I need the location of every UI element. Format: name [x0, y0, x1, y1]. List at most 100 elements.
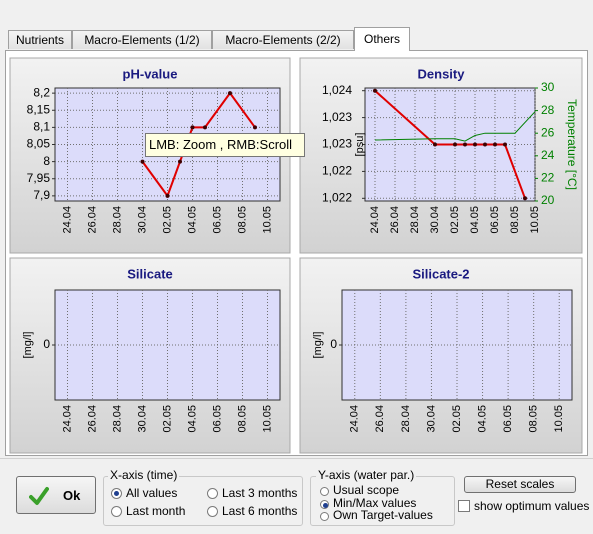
radio-option[interactable]: Last 3 months — [207, 486, 302, 500]
chart-title: pH-value — [123, 66, 178, 81]
radio-button — [320, 512, 329, 521]
x-tick-label: 04.05 — [186, 206, 198, 234]
y-tick-label: 8,15 — [27, 102, 51, 116]
x-tick-label: 28.04 — [111, 206, 123, 234]
reset-scales-button[interactable]: Reset scales — [464, 476, 576, 493]
separator — [0, 458, 593, 459]
x-axis-group-title: X-axis (time) — [108, 468, 180, 482]
y-tick-label: 1,024 — [322, 83, 352, 97]
y-tick-label: 1,022 — [322, 164, 352, 178]
data-point — [253, 125, 257, 130]
radio-label: Last 6 months — [222, 504, 298, 518]
y-tick-label: 7,9 — [33, 188, 50, 202]
tab[interactable]: Others — [354, 27, 410, 51]
y-axis-label: [psu] — [354, 133, 366, 157]
x-axis-group — [103, 476, 303, 526]
x-tick-label: 04.05 — [469, 206, 481, 234]
x-tick-label: 28.04 — [409, 206, 421, 234]
checkbox-box — [458, 500, 470, 512]
x-tick-label: 04.05 — [476, 405, 488, 433]
y2-axis-label: Temperature [°C] — [565, 99, 579, 190]
x-tick-label: 24.04 — [61, 405, 73, 433]
x-tick-label: 08.05 — [236, 405, 248, 433]
x-tick-label: 10.05 — [529, 206, 541, 234]
x-tick-label: 26.04 — [389, 206, 401, 234]
x-tick-label: 04.05 — [186, 405, 198, 433]
x-tick-label: 06.05 — [211, 206, 223, 234]
x-tick-label: 10.05 — [553, 405, 565, 433]
data-point — [190, 125, 195, 130]
radio-label: All values — [126, 486, 178, 500]
data-point — [483, 142, 487, 147]
x-tick-label: 26.04 — [86, 206, 98, 234]
x-tick-label: 28.04 — [400, 405, 412, 433]
y2-tick-label: 20 — [541, 193, 555, 207]
tab[interactable]: Macro-Elements (2/2) — [212, 30, 354, 49]
x-tick-label: 30.04 — [136, 206, 148, 234]
optimum-checkbox[interactable]: show optimum values — [458, 499, 593, 515]
x-tick-label: 10.05 — [261, 206, 273, 234]
radio-option[interactable]: Own Target-values — [320, 508, 455, 522]
radio-option[interactable]: Min/Max values — [320, 496, 455, 510]
x-tick-label: 10.05 — [261, 405, 273, 433]
y-tick-label: 8,2 — [33, 85, 50, 99]
data-point — [203, 125, 207, 130]
check-icon — [29, 487, 49, 505]
y-tick-label: 1,023 — [322, 137, 352, 151]
y-axis-group-title: Y-axis (water par.) — [316, 468, 417, 482]
tooltip: LMB: Zoom , RMB:Scroll — [145, 133, 305, 157]
y-tick-label: 1,022 — [322, 190, 352, 204]
data-point — [178, 159, 182, 164]
y-tick-label: 0 — [43, 337, 50, 351]
y2-tick-label: 26 — [541, 125, 555, 139]
x-tick-label: 02.05 — [451, 405, 463, 433]
x-tick-label: 28.04 — [111, 405, 123, 433]
radio-button — [111, 506, 122, 517]
chart-title: Silicate — [127, 266, 173, 281]
tab[interactable]: Macro-Elements (1/2) — [72, 30, 212, 49]
ok-button[interactable]: Ok — [16, 476, 96, 514]
x-tick-label: 30.04 — [429, 206, 441, 234]
y-tick-label: 8,05 — [27, 137, 51, 151]
radio-button — [320, 500, 329, 509]
x-tick-label: 06.05 — [489, 206, 501, 234]
y2-tick-label: 24 — [541, 148, 555, 162]
data-point — [523, 196, 527, 201]
y-tick-label: 7,95 — [27, 171, 51, 185]
data-point — [165, 193, 170, 198]
y2-tick-label: 30 — [541, 80, 555, 94]
radio-option[interactable]: Last month — [111, 504, 203, 518]
x-tick-label: 08.05 — [528, 405, 540, 433]
radio-button — [207, 488, 218, 499]
x-tick-label: 30.04 — [425, 405, 437, 433]
x-tick-label: 08.05 — [236, 206, 248, 234]
x-tick-label: 08.05 — [509, 206, 521, 234]
tab[interactable]: Nutrients — [8, 30, 72, 49]
radio-label: Min/Max values — [333, 496, 417, 510]
y-tick-label: 8,1 — [33, 120, 50, 134]
data-point — [503, 142, 507, 147]
x-tick-label: 06.05 — [211, 405, 223, 433]
radio-button — [320, 487, 329, 496]
y-axis-label: [mg/l] — [312, 332, 324, 359]
radio-option[interactable]: Usual scope — [320, 483, 455, 497]
radio-option[interactable]: Last 6 months — [207, 504, 302, 518]
data-point — [373, 88, 377, 93]
radio-button — [111, 488, 122, 499]
chart-title: Density — [418, 66, 466, 81]
charts: pH-value 24.04 26.04 28.04 30.04 02.05 04.05 06… — [9, 57, 583, 454]
radio-option[interactable]: All values — [111, 486, 203, 500]
data-point — [453, 142, 457, 147]
x-tick-label: 02.05 — [161, 206, 173, 234]
checkbox-label: show optimum values — [474, 499, 590, 513]
x-tick-label: 02.05 — [449, 206, 461, 234]
data-point — [493, 142, 497, 147]
x-tick-label: 06.05 — [502, 405, 514, 433]
y-axis-label: [mg/l] — [22, 332, 34, 359]
x-tick-label: 02.05 — [161, 405, 173, 433]
x-tick-label: 30.04 — [136, 405, 148, 433]
x-tick-label: 24.04 — [369, 206, 381, 234]
y2-tick-label: 28 — [541, 103, 555, 117]
x-tick-label: 26.04 — [374, 405, 386, 433]
